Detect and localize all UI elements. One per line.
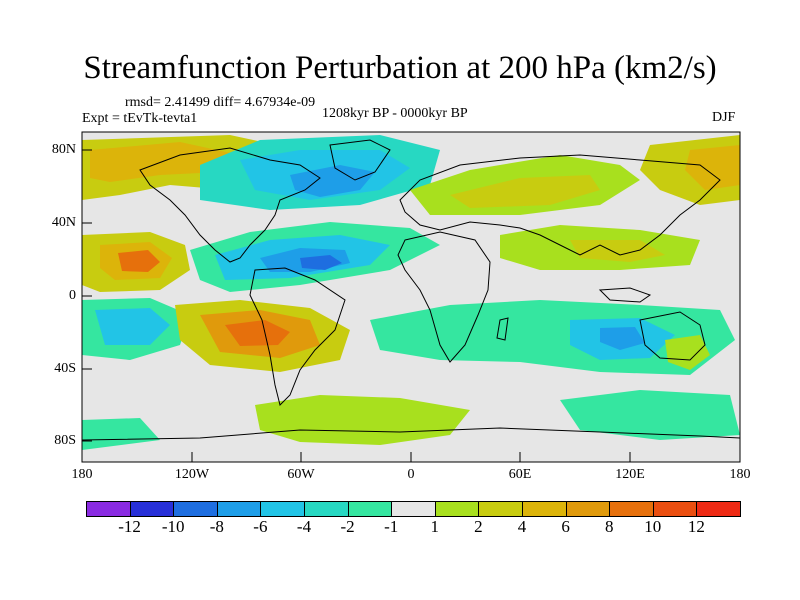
colorbar-swatch xyxy=(173,501,218,517)
x-label-180w: 180 xyxy=(71,467,93,482)
x-label-120e: 120E xyxy=(615,467,645,482)
australia-coast xyxy=(639,311,706,361)
madagascar-coast xyxy=(496,317,509,341)
greenland-coast xyxy=(329,139,391,181)
colorbar-label: -12 xyxy=(118,517,141,536)
x-label-120w: 120W xyxy=(174,467,210,482)
colorbar-label: -2 xyxy=(340,517,355,536)
colorbar-label: -4 xyxy=(296,517,312,536)
colorbar-swatch xyxy=(522,501,567,517)
colorbar-swatch xyxy=(565,501,611,517)
colorbar-label: 6 xyxy=(561,517,570,536)
season-label: DJF xyxy=(712,110,736,125)
experiment-label: Expt = tEvTk-tevta1 xyxy=(82,111,198,126)
colorbar-label: 12 xyxy=(687,517,705,536)
colorbar-swatch xyxy=(391,501,436,517)
x-label-180e: 180 xyxy=(729,467,751,482)
colorbar-label: -10 xyxy=(161,517,185,536)
colorbar-swatch xyxy=(696,501,741,517)
period-label: 1208kyr BP - 0000kyr BP xyxy=(322,106,468,121)
colorbar-label: 4 xyxy=(517,517,527,536)
colorbar-label: -1 xyxy=(384,517,399,536)
colorbar-swatch xyxy=(129,501,175,517)
colorbar-swatch xyxy=(652,501,698,517)
y-label-40n: 40N xyxy=(51,215,76,230)
colorbar-label: 10 xyxy=(644,517,662,536)
eurasia-coast xyxy=(399,154,721,256)
colorbar-swatch xyxy=(478,501,523,517)
y-ticks xyxy=(82,149,92,442)
indonesia-coast xyxy=(598,287,652,303)
colorbar-swatch xyxy=(86,501,131,517)
colorbar-label: 1 xyxy=(430,517,440,536)
coastlines xyxy=(82,139,740,441)
map-title: Streamfunction Perturbation at 200 hPa (… xyxy=(83,50,717,86)
colorbar-swatch xyxy=(434,501,480,517)
colorbar-label: 8 xyxy=(604,517,614,536)
colorbar-label: -8 xyxy=(209,517,224,536)
antarctica-coast xyxy=(82,427,740,441)
y-label-80s: 80S xyxy=(54,433,76,448)
x-ticks xyxy=(81,452,741,462)
africa-coast xyxy=(397,231,491,363)
contour-fills xyxy=(82,135,740,450)
stats-text: rmsd= 2.41499 diff= 4.67934e-09 xyxy=(125,95,316,110)
y-label-80n: 80N xyxy=(51,142,76,157)
y-label-0: 0 xyxy=(69,288,76,303)
colorbar-swatch xyxy=(304,501,349,517)
colorbar-label: -6 xyxy=(253,517,268,536)
north-america-coast xyxy=(139,147,321,263)
colorbar-swatch xyxy=(216,501,262,517)
y-label-40s: 40S xyxy=(54,361,76,376)
colorbar-swatch xyxy=(260,501,305,517)
x-label-60e: 60E xyxy=(508,467,532,482)
south-america-coast xyxy=(249,267,346,406)
colorbar-swatch xyxy=(347,501,393,517)
colorbar-label: 2 xyxy=(474,517,483,536)
x-label-60w: 60W xyxy=(287,467,315,482)
colorbar-swatch xyxy=(609,501,654,517)
x-label-0: 0 xyxy=(407,467,415,482)
